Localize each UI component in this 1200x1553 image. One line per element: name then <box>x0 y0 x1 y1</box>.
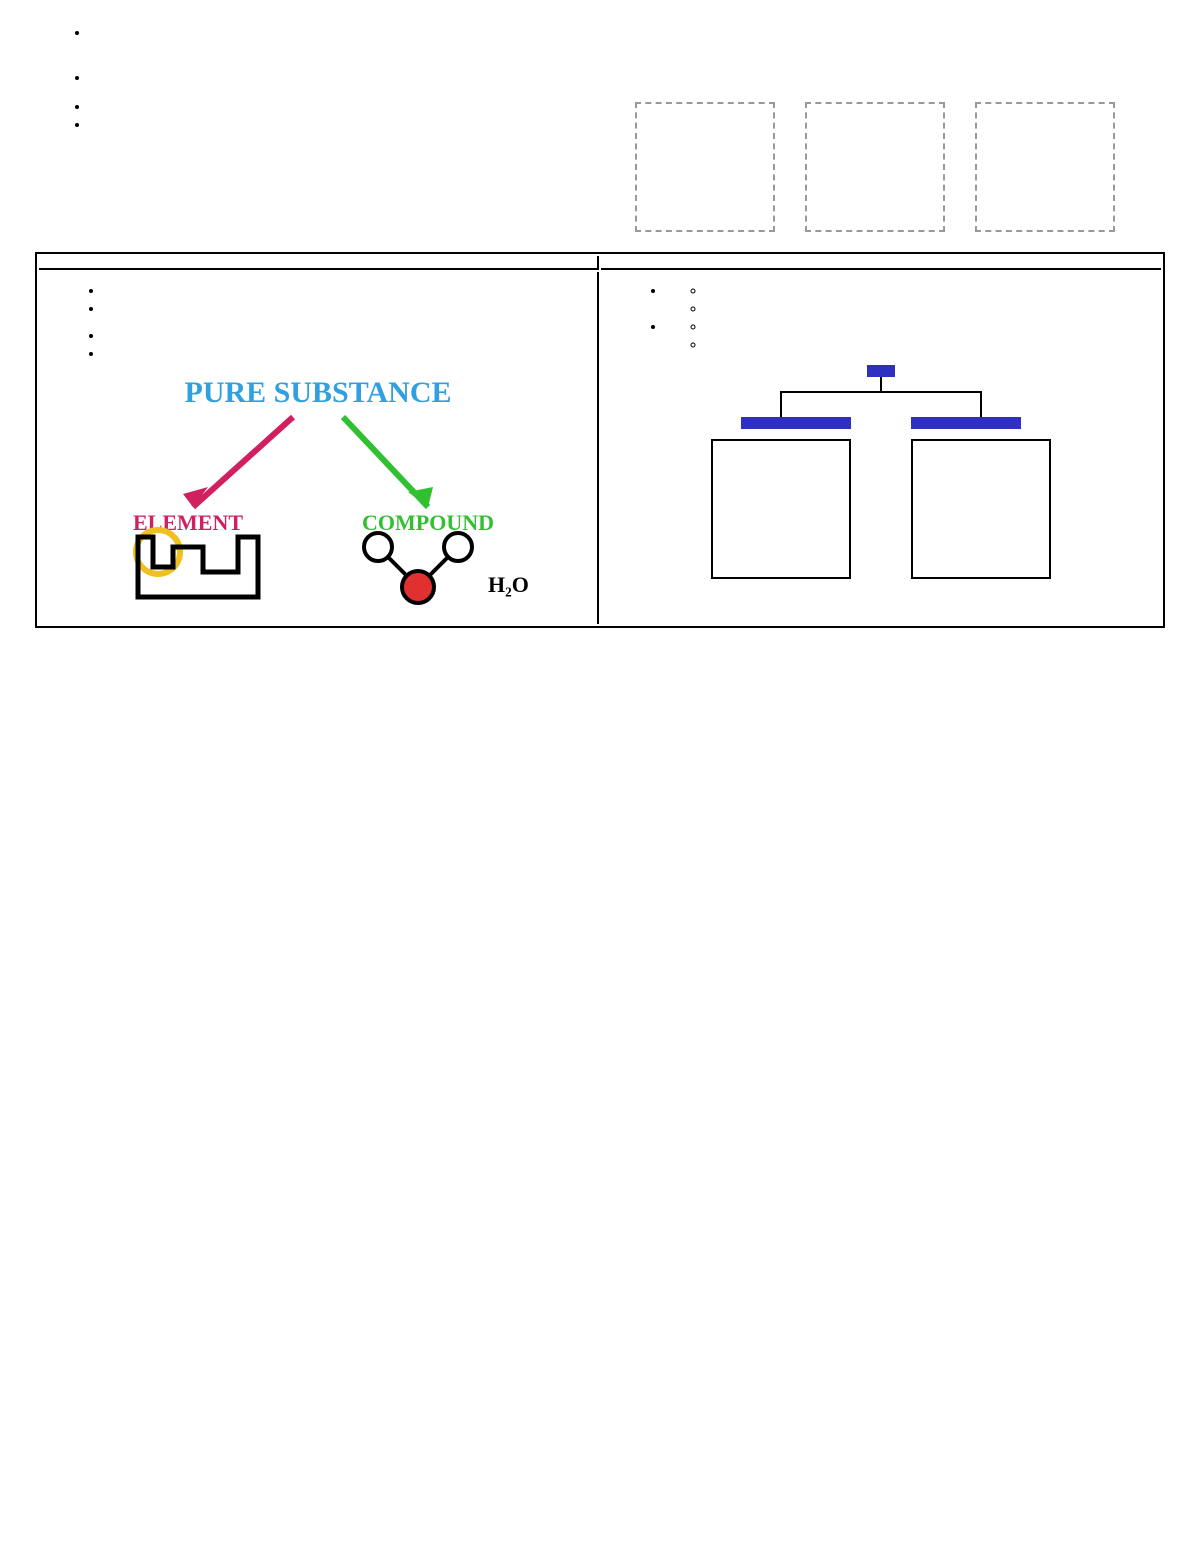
hetero-grid <box>711 439 851 579</box>
mixture-tree-diagram <box>611 365 1151 579</box>
compressibility-bullet <box>90 69 1165 86</box>
gas-diagram <box>975 102 1115 232</box>
pures-cell: PURE SUBSTANCE ELEMENT COMPOUND H₂O <box>39 272 599 624</box>
classification-table: PURE SUBSTANCE ELEMENT COMPOUND H₂O <box>35 252 1165 628</box>
solid-diagram <box>635 102 775 232</box>
th-mixtures <box>601 256 1161 270</box>
th-pures <box>39 256 599 270</box>
mix-b1s2 <box>706 300 1151 317</box>
states-bullet <box>90 24 1165 41</box>
liquid-diagram <box>805 102 945 232</box>
atomic-b2 <box>90 116 565 133</box>
el-b2 <box>104 300 587 317</box>
mix-b2s2 <box>706 336 1151 353</box>
diag-h2o: H₂O <box>488 572 528 597</box>
tree-homo <box>911 417 1021 429</box>
pure-substance-diagram: PURE SUBSTANCE ELEMENT COMPOUND H₂O <box>49 372 587 616</box>
mix-b2 <box>666 318 1151 353</box>
atomic-b1 <box>90 98 565 115</box>
mix-b1 <box>666 282 1151 317</box>
el-b1 <box>104 282 587 299</box>
mixtures-cell <box>601 272 1161 624</box>
mix-b2s1 <box>706 318 1151 335</box>
co-b1 <box>104 327 587 344</box>
co-b2 <box>104 345 587 362</box>
mix-b1s1 <box>706 282 1151 299</box>
tree-mixture <box>867 365 895 377</box>
diag-compound-label: COMPOUND <box>362 510 494 535</box>
particle-diagrams <box>585 96 1165 232</box>
diag-title: PURE SUBSTANCE <box>185 376 452 409</box>
homo-grid <box>911 439 1051 579</box>
tree-hetero <box>741 417 851 429</box>
